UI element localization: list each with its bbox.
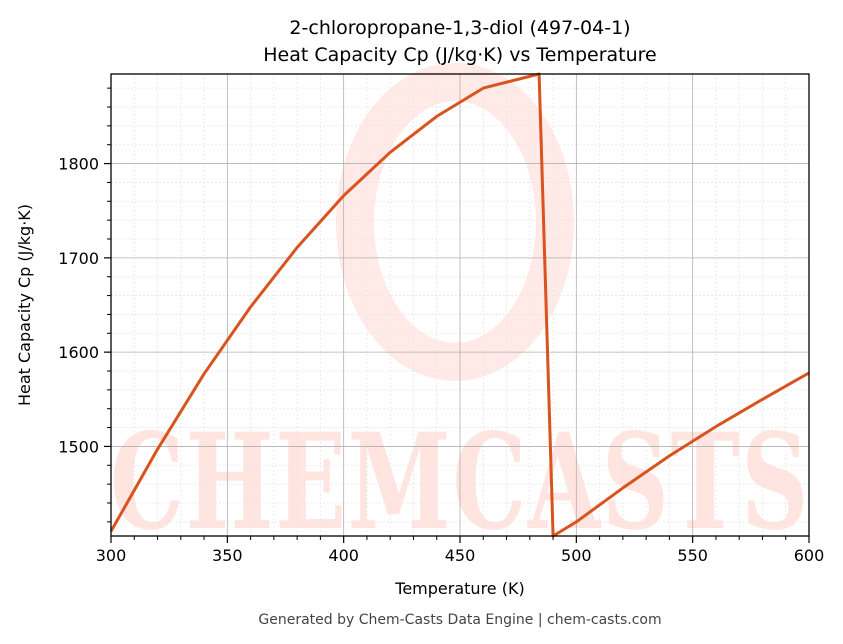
series-line-heat-capacity [109, 72, 810, 538]
y-tick-label: 1700 [58, 249, 99, 268]
x-tick-label: 550 [677, 546, 708, 565]
watermark: CHEMCASTS [110, 63, 810, 560]
chart-subtitle: Heat Capacity Cp (J/kg·K) vs Temperature [263, 44, 657, 66]
y-axis-label: Heat Capacity Cp (J/kg·K) [15, 204, 34, 406]
watermark-logo-ring [336, 63, 574, 381]
x-tick-label: 600 [794, 546, 825, 565]
y-tick-label: 1500 [58, 437, 99, 456]
y-tick-label: 1800 [58, 155, 99, 174]
x-tick-label: 450 [445, 546, 476, 565]
y-tick-label: 1600 [58, 343, 99, 362]
watermark-text: CHEMCASTS [110, 405, 810, 560]
x-axis-label: Temperature (K) [394, 579, 524, 598]
x-tick-label: 300 [96, 546, 127, 565]
x-tick-label: 400 [328, 546, 359, 565]
plot-area [109, 72, 810, 538]
x-tick-label: 350 [212, 546, 243, 565]
footer-credit: Generated by Chem-Casts Data Engine | ch… [258, 612, 661, 628]
x-axis: 300 350 400 450 500 550 600 [96, 536, 825, 565]
x-tick-label: 500 [561, 546, 592, 565]
y-axis: 1500 1600 1700 1800 [58, 87, 111, 523]
chart-title: 2-chloropropane-1,3-diol (497-04-1) [289, 17, 630, 39]
